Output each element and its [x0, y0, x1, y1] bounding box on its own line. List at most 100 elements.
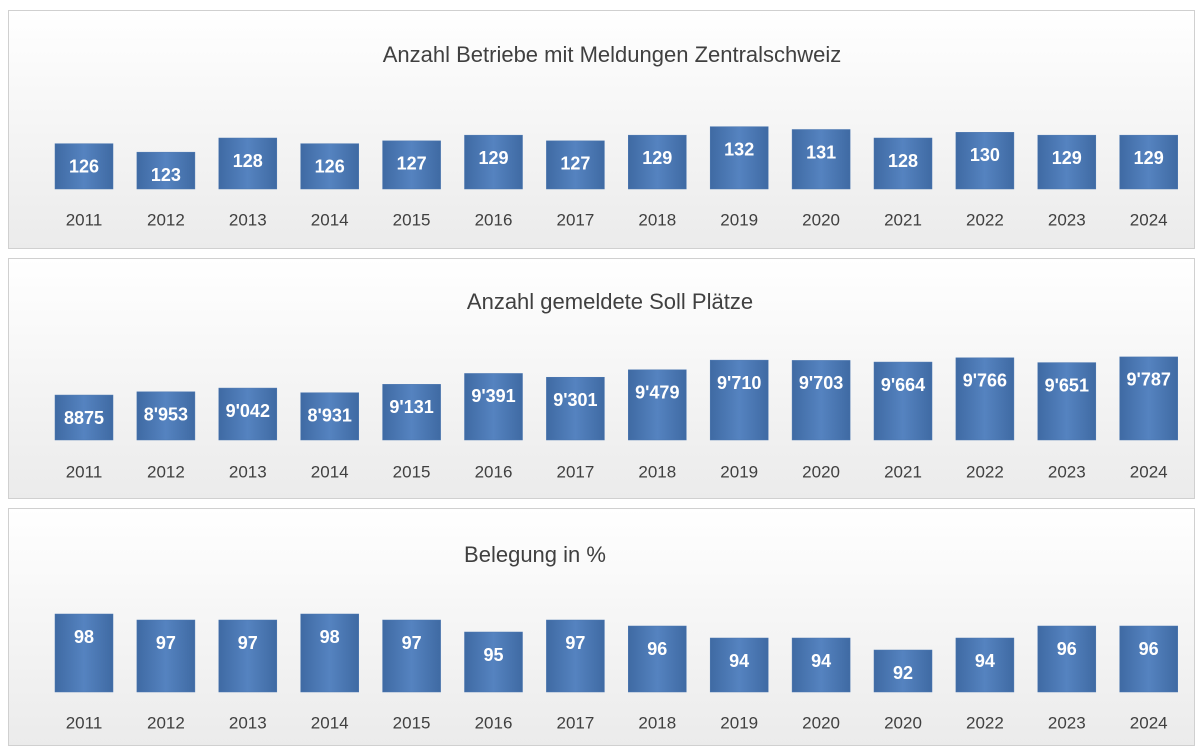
value-label: 127 — [397, 154, 427, 174]
bar — [873, 137, 933, 190]
x-tick-label: 2013 — [229, 713, 267, 732]
value-label: 97 — [402, 633, 422, 653]
bar — [382, 384, 441, 441]
value-label: 97 — [156, 633, 176, 653]
bar — [628, 134, 687, 190]
value-label: 127 — [560, 154, 590, 174]
x-tick-label: 2021 — [884, 462, 922, 481]
value-label: 97 — [238, 633, 258, 653]
x-tick-label: 2014 — [311, 462, 349, 481]
bar — [546, 140, 605, 190]
value-label: 94 — [975, 651, 995, 671]
bar — [873, 361, 933, 441]
value-label: 131 — [806, 142, 836, 162]
x-tick-label: 2013 — [229, 462, 267, 481]
value-label: 129 — [1134, 148, 1164, 168]
bar — [382, 619, 441, 693]
value-label: 98 — [320, 627, 340, 647]
x-tick-label: 2013 — [229, 210, 267, 229]
x-tick-label: 2017 — [556, 210, 594, 229]
bar — [218, 387, 278, 441]
value-label: 128 — [888, 151, 918, 171]
bar — [1037, 134, 1097, 190]
x-tick-label: 2014 — [311, 713, 349, 732]
value-label: 132 — [724, 139, 754, 159]
value-label: 129 — [642, 148, 672, 168]
value-label: 130 — [970, 145, 1000, 165]
x-tick-label: 2018 — [638, 210, 676, 229]
bar — [218, 137, 278, 190]
value-label: 96 — [1139, 639, 1159, 659]
chart-title: Anzahl Betriebe mit Meldungen Zentralsch… — [383, 42, 842, 67]
value-label: 96 — [647, 639, 667, 659]
bar — [54, 143, 114, 190]
bar — [709, 637, 769, 693]
bar — [1037, 625, 1097, 693]
bar — [628, 625, 687, 693]
bar — [546, 376, 605, 441]
x-tick-label: 2016 — [475, 713, 513, 732]
value-label: 92 — [893, 663, 913, 683]
bar — [136, 151, 196, 190]
bar — [955, 637, 1015, 693]
x-tick-label: 2020 — [884, 713, 922, 732]
bar — [955, 357, 1015, 441]
value-label: 8875 — [64, 408, 104, 428]
bar — [873, 649, 933, 693]
value-label: 9'766 — [963, 371, 1007, 391]
value-label: 9'131 — [389, 397, 433, 417]
x-tick-label: 2024 — [1130, 713, 1168, 732]
bar — [300, 143, 359, 190]
bar — [218, 619, 278, 693]
bar — [382, 140, 441, 190]
x-tick-label: 2022 — [966, 210, 1004, 229]
x-tick-label: 2012 — [147, 210, 185, 229]
value-label: 126 — [315, 156, 345, 176]
value-label: 9'703 — [799, 373, 843, 393]
value-label: 9'042 — [226, 401, 270, 421]
x-tick-label: 2021 — [884, 210, 922, 229]
value-label: 8'931 — [308, 405, 352, 425]
x-tick-label: 2020 — [802, 713, 840, 732]
x-tick-label: 2017 — [556, 713, 594, 732]
bar — [791, 129, 851, 190]
bar — [300, 613, 359, 693]
x-tick-label: 2017 — [556, 462, 594, 481]
value-label: 9'787 — [1127, 370, 1171, 390]
value-label: 94 — [811, 651, 831, 671]
x-tick-label: 2019 — [720, 713, 758, 732]
bar — [1119, 134, 1178, 190]
x-tick-label: 2012 — [147, 713, 185, 732]
bar — [1119, 356, 1178, 441]
x-tick-label: 2018 — [638, 462, 676, 481]
bar — [464, 373, 523, 441]
value-label: 9'651 — [1045, 375, 1089, 395]
x-tick-label: 2024 — [1130, 210, 1168, 229]
value-label: 97 — [565, 633, 585, 653]
x-tick-label: 2024 — [1130, 462, 1168, 481]
bar — [464, 631, 523, 693]
x-tick-label: 2011 — [66, 713, 103, 732]
x-tick-label: 2016 — [475, 210, 513, 229]
bar — [54, 394, 114, 441]
x-tick-label: 2015 — [393, 210, 431, 229]
bar — [54, 613, 114, 693]
value-label: 9'391 — [471, 386, 515, 406]
x-tick-label: 2018 — [638, 713, 676, 732]
value-label: 129 — [478, 148, 508, 168]
bar — [136, 619, 196, 693]
bar — [300, 392, 359, 441]
x-tick-label: 2022 — [966, 462, 1004, 481]
bar — [136, 391, 196, 441]
value-label: 95 — [483, 645, 503, 665]
chart-title: Belegung in % — [464, 542, 606, 567]
x-tick-label: 2023 — [1048, 713, 1086, 732]
x-tick-label: 2020 — [802, 210, 840, 229]
value-label: 96 — [1057, 639, 1077, 659]
value-label: 98 — [74, 627, 94, 647]
bar — [791, 637, 851, 693]
bar — [1037, 362, 1097, 441]
chart-title: Anzahl gemeldete Soll Plätze — [467, 289, 753, 314]
